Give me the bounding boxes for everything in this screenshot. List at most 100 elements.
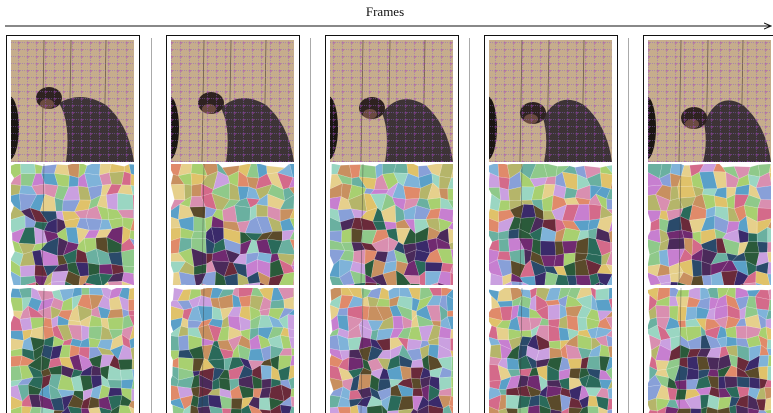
superpixel — [717, 406, 731, 413]
superpixel — [64, 281, 73, 285]
superpixel — [330, 406, 340, 413]
superpixel — [599, 205, 612, 220]
superpixel — [539, 405, 552, 413]
superpixel — [747, 407, 760, 413]
superpixel — [131, 359, 134, 370]
superpixel — [765, 318, 771, 330]
superpixel — [594, 281, 600, 285]
superpixel — [490, 273, 504, 285]
superpixel-map — [171, 163, 317, 298]
superpixel — [553, 284, 556, 285]
superpixel — [381, 404, 388, 413]
superpixel — [618, 286, 636, 300]
edge — [519, 164, 523, 285]
superpixel — [142, 306, 153, 321]
superpixel — [393, 164, 409, 174]
superpixel — [141, 204, 158, 222]
superpixel — [261, 378, 272, 389]
superpixel — [587, 405, 599, 413]
superpixel — [201, 271, 216, 285]
superpixel — [301, 241, 317, 256]
superpixel — [121, 281, 133, 285]
superpixel — [607, 409, 612, 413]
superpixel — [499, 306, 513, 321]
superpixel — [568, 407, 583, 413]
superpixel — [690, 275, 704, 285]
superpixel — [459, 199, 470, 205]
superpixel — [437, 271, 451, 285]
superpixel — [241, 404, 252, 413]
edge — [201, 288, 205, 413]
superpixel-map — [648, 288, 771, 413]
superpixel — [618, 240, 628, 251]
superpixel — [757, 199, 771, 209]
superpixel — [446, 289, 453, 300]
superpixel — [129, 325, 134, 341]
superpixel — [288, 377, 294, 390]
superpixel — [447, 177, 453, 190]
superpixel — [508, 228, 520, 240]
superpixel — [145, 188, 156, 196]
superpixel — [140, 295, 153, 309]
superpixel — [300, 163, 314, 178]
superpixel — [178, 283, 182, 285]
superpixel — [607, 398, 612, 411]
superpixel — [769, 172, 771, 183]
superpixel — [764, 409, 771, 413]
superpixel — [655, 305, 670, 318]
superpixel — [440, 197, 453, 210]
superpixel — [259, 397, 271, 411]
superpixel — [279, 404, 292, 413]
superpixel — [574, 284, 578, 285]
superpixel — [144, 172, 154, 188]
superpixel — [691, 259, 703, 277]
superpixel — [425, 261, 443, 272]
superpixel — [437, 248, 453, 265]
superpixel — [447, 228, 453, 244]
superpixel — [757, 207, 771, 222]
superpixel — [300, 173, 314, 188]
superpixel — [120, 369, 134, 381]
superpixel — [289, 164, 294, 178]
superpixel — [766, 348, 771, 356]
panel-border — [643, 35, 773, 413]
superpixel — [89, 288, 104, 296]
video-frame — [171, 40, 294, 162]
edge — [678, 164, 682, 285]
superpixel-map — [11, 288, 153, 413]
superpixel — [142, 356, 152, 370]
superpixel — [605, 367, 612, 381]
superpixel — [29, 406, 42, 413]
superpixel — [305, 283, 317, 298]
superpixel — [764, 397, 771, 411]
superpixel — [107, 317, 124, 330]
superpixel — [607, 387, 612, 400]
superpixel — [67, 406, 82, 413]
superpixel — [85, 282, 97, 285]
superpixel — [450, 248, 453, 263]
superpixel — [88, 407, 102, 413]
superpixel — [398, 408, 414, 413]
superpixel — [596, 264, 612, 275]
superpixel — [767, 241, 771, 253]
superpixel — [707, 369, 719, 378]
superpixel — [458, 271, 476, 285]
superpixel — [758, 366, 769, 381]
superpixel — [767, 354, 771, 367]
superpixel — [291, 258, 294, 266]
superpixel — [40, 407, 55, 413]
superpixel — [171, 184, 186, 201]
superpixel — [497, 251, 511, 261]
superpixel — [410, 408, 419, 413]
superpixel — [519, 275, 536, 285]
superpixel — [577, 316, 588, 332]
superpixel — [260, 364, 272, 380]
superpixel — [131, 369, 134, 380]
superpixel — [142, 263, 157, 272]
superpixel — [599, 281, 606, 285]
superpixel — [498, 238, 510, 252]
superpixel — [133, 209, 134, 219]
superpixel — [586, 355, 601, 371]
superpixel — [19, 264, 36, 278]
mesh-overlay — [330, 40, 453, 162]
